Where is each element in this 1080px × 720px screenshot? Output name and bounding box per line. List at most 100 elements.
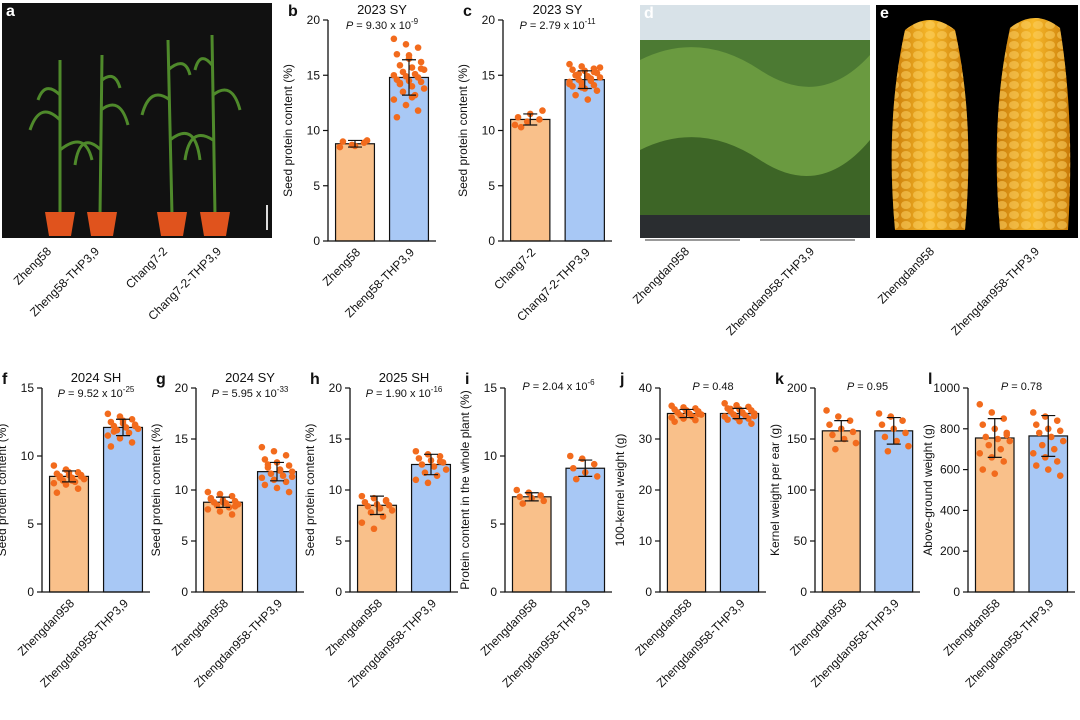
- y-tick-label: 20: [175, 381, 189, 395]
- panel-letter: b: [288, 3, 298, 20]
- data-point: [514, 113, 522, 121]
- data-point: [1032, 462, 1040, 469]
- data-point: [282, 452, 290, 459]
- error-bar: [732, 407, 747, 420]
- y-axis-label: Kernel weight per ear (g): [768, 424, 782, 556]
- p-exponent: -6: [588, 378, 596, 387]
- data-point: [412, 447, 420, 455]
- error-bar: [679, 408, 694, 419]
- data-point: [751, 412, 758, 420]
- data-point: [1000, 415, 1008, 422]
- data-point: [536, 116, 543, 123]
- p-text: = 9.52 x 10: [65, 388, 123, 400]
- panel-letter: e: [880, 5, 889, 22]
- data-point: [402, 41, 410, 48]
- y-tick-label: 150: [787, 432, 807, 446]
- y-tick-label: 0: [800, 585, 807, 599]
- data-point: [979, 466, 987, 473]
- data-point: [1029, 449, 1037, 457]
- data-point: [537, 492, 545, 499]
- data-point: [519, 500, 527, 507]
- bar: [719, 412, 760, 593]
- x-tick-label: Zheng58: [320, 245, 364, 289]
- data-point: [590, 81, 598, 89]
- data-point: [988, 409, 996, 416]
- p-symbol: P: [212, 388, 220, 400]
- y-tick-label: 800: [940, 422, 960, 436]
- y-tick-label: 1000: [933, 381, 960, 395]
- photo-d: [640, 5, 870, 241]
- data-point: [128, 439, 136, 446]
- data-point: [523, 118, 531, 125]
- data-point: [282, 478, 290, 486]
- data-point: [516, 493, 524, 501]
- x-tick-label: Zhengdan958-THP3,9: [345, 596, 439, 690]
- data-point: [50, 479, 58, 487]
- data-point: [875, 410, 883, 417]
- panel-letter: l: [928, 371, 932, 388]
- data-point: [1000, 458, 1008, 465]
- data-point: [881, 433, 889, 441]
- y-tick-label: 10: [482, 124, 496, 138]
- y-tick-label: 5: [27, 517, 34, 531]
- error-bar: [886, 416, 901, 445]
- data-point: [104, 410, 112, 418]
- data-point: [364, 503, 372, 510]
- panel-letter: a: [6, 3, 15, 20]
- data-point: [823, 407, 830, 414]
- p-value: P = 0.48: [692, 381, 733, 393]
- data-point: [540, 497, 548, 505]
- data-point: [878, 421, 886, 429]
- sample-label: Chang7-2: [123, 244, 170, 291]
- panel-letter: i: [465, 371, 469, 388]
- y-axis-label: Seed protein content (%): [303, 424, 317, 557]
- data-point: [905, 442, 912, 450]
- data-point: [288, 473, 296, 481]
- data-point: [1038, 441, 1046, 449]
- chart-title: 2024 SH: [71, 370, 122, 385]
- data-point: [125, 429, 133, 437]
- data-point: [390, 35, 398, 43]
- sample-label: Zhengdan958: [875, 244, 938, 307]
- data-point: [721, 400, 728, 407]
- data-point: [122, 424, 130, 431]
- data-point: [590, 460, 598, 468]
- data-point: [985, 441, 993, 449]
- p-text: = 2.04 x 10: [530, 381, 588, 393]
- p-text: = 0.95: [854, 381, 888, 393]
- data-point: [273, 484, 281, 492]
- data-point: [852, 439, 860, 447]
- error-bar: [523, 113, 538, 126]
- data-point: [1029, 409, 1037, 416]
- data-point: [285, 462, 293, 469]
- y-tick-label: 50: [794, 534, 808, 548]
- data-point: [261, 456, 269, 463]
- y-tick-label: 20: [329, 381, 343, 395]
- bar: [510, 118, 551, 242]
- data-point: [412, 476, 420, 484]
- p-text: = 1.90 x 10: [373, 388, 431, 400]
- data-point: [228, 511, 236, 518]
- data-point: [382, 497, 390, 505]
- y-axis-label: Seed protein content (%): [456, 64, 470, 197]
- p-symbol: P: [692, 381, 700, 393]
- bar: [874, 430, 914, 593]
- y-axis-label: 100-kernel weight (g): [613, 434, 627, 547]
- p-symbol: P: [519, 20, 527, 32]
- data-point: [572, 475, 580, 483]
- data-point: [339, 138, 347, 145]
- p-symbol: P: [58, 388, 66, 400]
- data-point: [358, 492, 366, 500]
- y-tick-label: 400: [940, 503, 960, 517]
- x-tick-label: Zhengdan958-THP3,9: [808, 596, 902, 690]
- p-symbol: P: [366, 388, 374, 400]
- bar: [565, 467, 606, 593]
- p-text: = 0.78: [1008, 381, 1042, 393]
- data-point: [420, 85, 428, 92]
- y-tick-label: 0: [335, 585, 342, 599]
- data-point: [276, 467, 284, 474]
- data-point: [846, 417, 854, 424]
- bar: [102, 426, 144, 593]
- error-bar: [1041, 414, 1056, 457]
- data-point: [228, 492, 236, 500]
